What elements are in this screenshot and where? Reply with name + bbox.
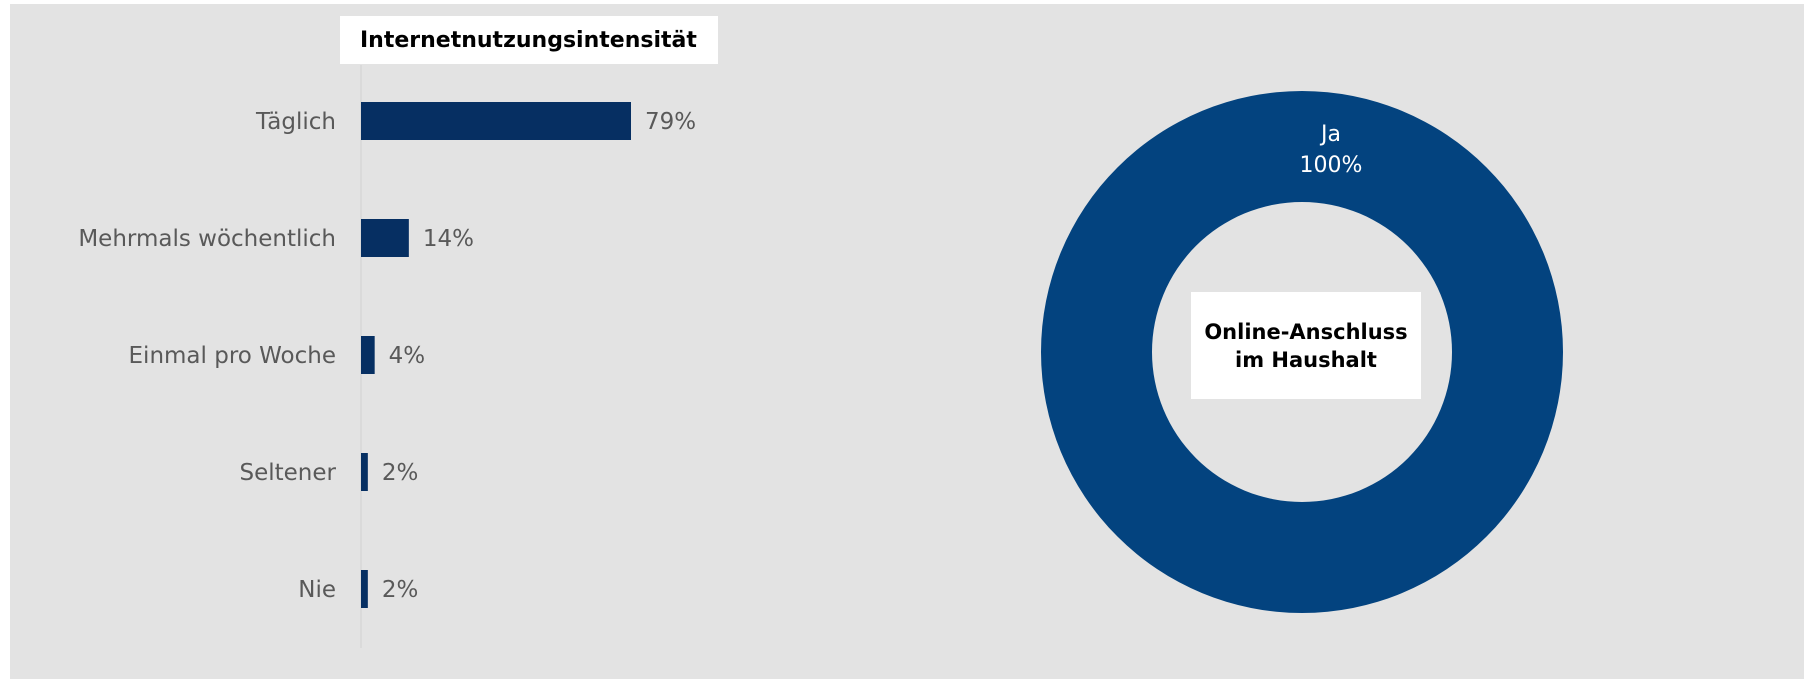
value-label-4: 2% <box>382 577 419 603</box>
donut-category-label: Ja <box>1319 122 1341 147</box>
bar-chart-title: Internetnutzungsintensität <box>340 16 718 64</box>
donut-value-label: 100% <box>1300 153 1363 178</box>
bar-0 <box>361 102 631 140</box>
value-label-0: 79% <box>645 109 696 135</box>
donut-chart-title: Online-Anschluss im Haushalt <box>1191 292 1421 399</box>
value-label-2: 4% <box>389 343 426 369</box>
value-label-1: 14% <box>423 226 474 252</box>
bar-1 <box>361 219 409 257</box>
category-label-4: Nie <box>298 577 336 603</box>
category-label-0: Täglich <box>255 109 336 135</box>
bar-4 <box>361 570 368 608</box>
category-label-1: Mehrmals wöchentlich <box>78 226 336 252</box>
category-label-3: Seltener <box>240 460 337 486</box>
bar-3 <box>361 453 368 491</box>
bar-2 <box>361 336 375 374</box>
donut-slice-0 <box>1041 91 1563 613</box>
category-label-2: Einmal pro Woche <box>129 343 336 369</box>
value-label-3: 2% <box>382 460 419 486</box>
